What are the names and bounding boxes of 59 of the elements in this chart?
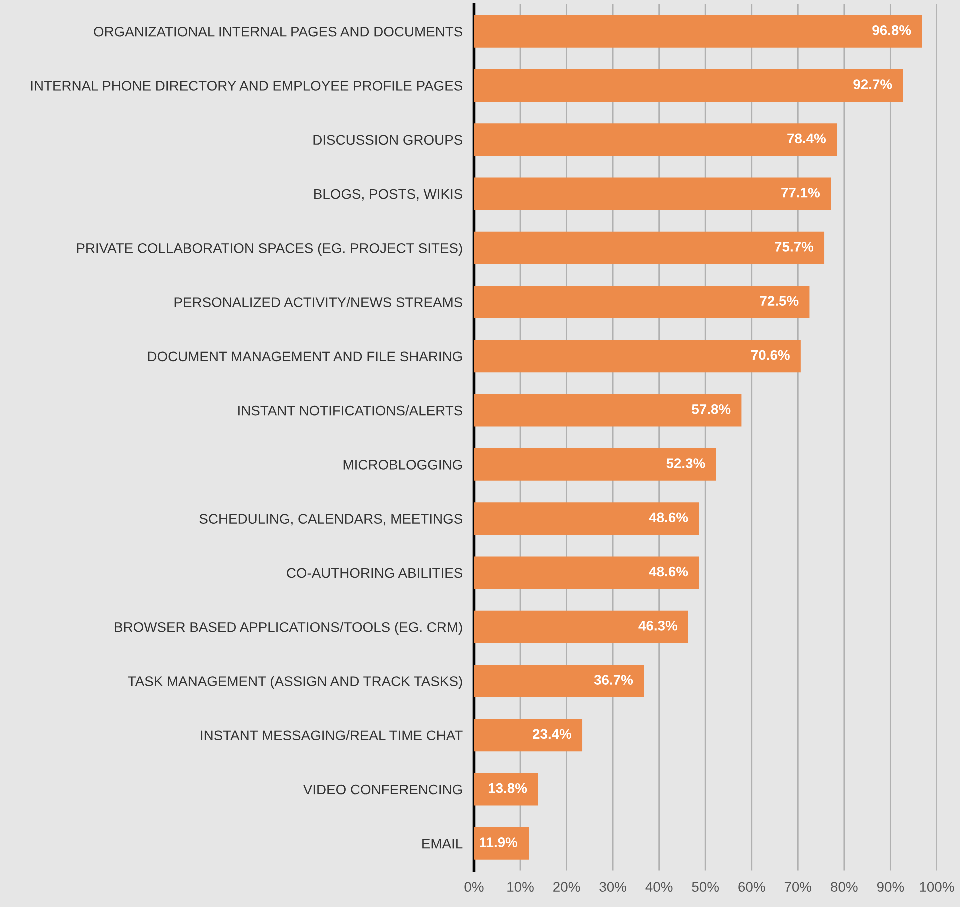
- data-label: 11.9%: [480, 838, 518, 848]
- bar: [474, 719, 583, 752]
- bar: [474, 340, 801, 373]
- bar: [474, 15, 922, 48]
- y-tick-label: VIDEO CONFERENCING: [303, 784, 462, 795]
- data-label: 48.6%: [649, 512, 688, 523]
- y-tick-label: EMAIL: [422, 839, 463, 849]
- data-label: 78.4%: [788, 134, 826, 144]
- data-label: 23.4%: [533, 729, 572, 740]
- data-label: 36.7%: [594, 675, 634, 685]
- y-tick-label: TASK MANAGEMENT (ASSIGN AND TRACK TASKS): [128, 676, 462, 690]
- y-tick-label: INSTANT NOTIFICATIONS/ALERTS: [238, 406, 462, 416]
- x-tick-label: 70%: [784, 882, 812, 892]
- bar: [474, 773, 538, 806]
- data-label: 52.3%: [666, 458, 706, 468]
- bar: [474, 286, 810, 319]
- bar: [474, 448, 716, 481]
- y-tick-label: INSTANT MESSAGING/REAL TIME CHAT: [201, 730, 463, 741]
- y-tick-label: SCHEDULING, CALENDARS, MEETINGS: [200, 514, 462, 526]
- data-label: 57.8%: [692, 404, 731, 414]
- bar: [474, 70, 904, 102]
- x-tick-label: 100%: [920, 882, 954, 892]
- bar: [474, 178, 831, 210]
- data-label: 46.3%: [638, 621, 678, 631]
- data-label: 77.1%: [782, 188, 820, 198]
- x-tick-label: 60%: [738, 882, 766, 892]
- x-tick-label: 30%: [600, 882, 626, 892]
- data-label: 75.7%: [775, 242, 814, 252]
- y-tick-label: DISCUSSION GROUPS: [314, 135, 462, 146]
- bar: [474, 124, 838, 156]
- data-label: 96.8%: [872, 25, 912, 36]
- bar: [474, 394, 742, 427]
- y-tick-label: BROWSER BASED APPLICATIONS/TOOLS (EG. CRM): [115, 622, 462, 636]
- x-tick-label: 90%: [877, 882, 904, 892]
- bar: [474, 665, 644, 698]
- data-label: 72.5%: [760, 296, 799, 306]
- x-tick-label: 0%: [464, 882, 484, 892]
- y-tick-label: BLOGS, POSTS, WIKIS: [314, 189, 462, 201]
- y-tick-label: CO-AUTHORING ABILITIES: [287, 568, 462, 578]
- y-tick-label: PERSONALIZED ACTIVITY/NEWS STREAMS: [174, 297, 462, 308]
- bar: [474, 556, 700, 590]
- y-tick-label: PRIVATE COLLABORATION SPACES (EG. PROJECT SITES): [77, 243, 462, 256]
- bar: [474, 827, 530, 860]
- y-tick-label: INTERNAL PHONE DIRECTORY AND EMPLOYEE PROFILE PAGES: [31, 81, 462, 91]
- x-tick-label: 10%: [508, 882, 534, 892]
- data-label: 13.8%: [488, 783, 528, 794]
- data-label: 92.7%: [854, 80, 892, 90]
- x-tick-label: 80%: [831, 882, 858, 892]
- bar: [474, 232, 825, 264]
- y-tick-label: ORGANIZATIONAL INTERNAL PAGES AND DOCUMENTS: [94, 26, 462, 37]
- x-tick-label: 40%: [646, 882, 673, 892]
- x-tick-label: 50%: [692, 882, 720, 892]
- data-label: 70.6%: [752, 350, 790, 360]
- data-label: 48.6%: [649, 566, 688, 577]
- y-tick-label: DOCUMENT MANAGEMENT AND FILE SHARING: [148, 352, 462, 362]
- bar: [474, 502, 700, 536]
- bar: [474, 610, 688, 644]
- y-tick-label: MICROBLOGGING: [344, 460, 462, 470]
- x-tick-label: 20%: [554, 882, 580, 892]
